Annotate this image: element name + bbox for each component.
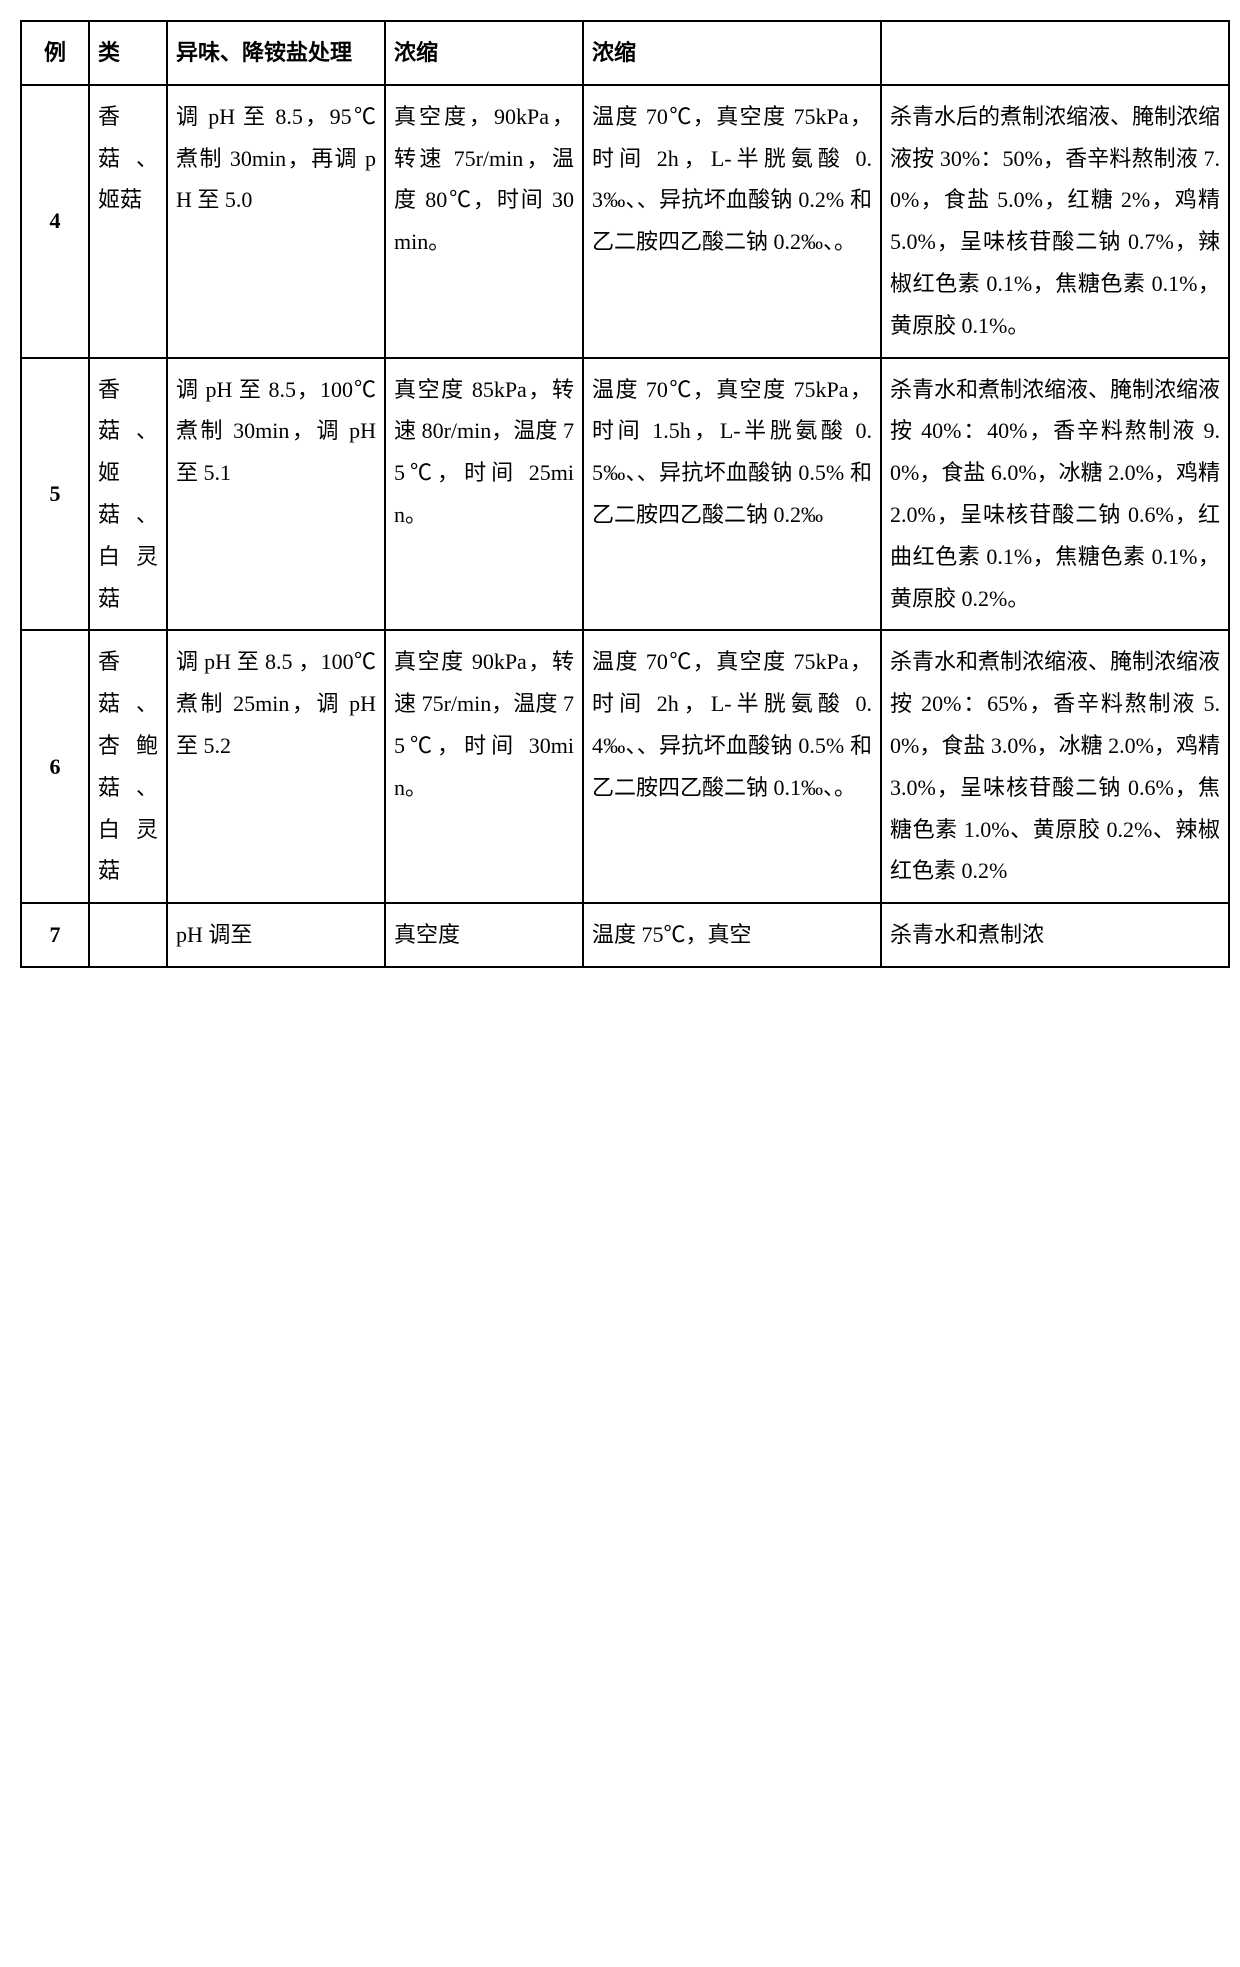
process-parameters-table: 例 类 异味、降铵盐处理 浓缩 浓缩 4 香菇、姬菇 调 pH 至 8.5，95… bbox=[20, 20, 1230, 968]
cell-formulation: 杀青水后的煮制浓缩液、腌制浓缩液按 30%：50%，香辛料熬制液 7.0%，食盐… bbox=[881, 85, 1229, 358]
cell-concentrate-1: 真空度 90kPa，转速 75r/min，温度 75℃，时间 30min。 bbox=[385, 630, 583, 903]
cell-concentrate-1: 真空度 bbox=[385, 903, 583, 967]
header-treatment: 异味、降铵盐处理 bbox=[167, 21, 385, 85]
cell-concentrate-2: 温度 70℃，真空度 75kPa，时间 1.5h，L-半胱氨酸 0.5‰、、异抗… bbox=[583, 358, 881, 631]
cell-example-no: 5 bbox=[21, 358, 89, 631]
header-example: 例 bbox=[21, 21, 89, 85]
table-row: 5 香菇、姬菇、白灵菇 调 pH 至 8.5，100℃煮制 30min，调 pH… bbox=[21, 358, 1229, 631]
cell-formulation: 杀青水和煮制浓缩液、腌制浓缩液按 40%：40%，香辛料熬制液 9.0%，食盐 … bbox=[881, 358, 1229, 631]
cell-mushroom-type bbox=[89, 903, 167, 967]
cell-treatment: 调 pH 至 8.5，100℃煮制 30min，调 pH 至 5.1 bbox=[167, 358, 385, 631]
cell-formulation: 杀青水和煮制浓缩液、腌制浓缩液按 20%：65%，香辛料熬制液 5.0%，食盐 … bbox=[881, 630, 1229, 903]
cell-concentrate-2: 温度 70℃，真空度 75kPa，时间 2h，L-半胱氨酸 0.4‰、、异抗坏血… bbox=[583, 630, 881, 903]
cell-example-no: 6 bbox=[21, 630, 89, 903]
table-row: 7 pH 调至 真空度 温度 75℃，真空 杀青水和煮制浓 bbox=[21, 903, 1229, 967]
cell-formulation: 杀青水和煮制浓 bbox=[881, 903, 1229, 967]
cell-concentrate-1: 真空度 85kPa，转速 80r/min，温度 75℃，时间 25min。 bbox=[385, 358, 583, 631]
cell-treatment: pH 调至 bbox=[167, 903, 385, 967]
cell-treatment: 调 pH 至 8.5 ，100℃煮制 25min，调 pH 至 5.2 bbox=[167, 630, 385, 903]
cell-example-no: 7 bbox=[21, 903, 89, 967]
header-concentrate-2: 浓缩 bbox=[583, 21, 881, 85]
header-concentrate-1: 浓缩 bbox=[385, 21, 583, 85]
cell-concentrate-2: 温度 75℃，真空 bbox=[583, 903, 881, 967]
cell-treatment: 调 pH 至 8.5，95℃煮制 30min，再调 pH 至 5.0 bbox=[167, 85, 385, 358]
header-type: 类 bbox=[89, 21, 167, 85]
cell-concentrate-2: 温度 70℃，真空度 75kPa，时间 2h，L-半胱氨酸 0.3‰、、异抗坏血… bbox=[583, 85, 881, 358]
header-formulation bbox=[881, 21, 1229, 85]
cell-example-no: 4 bbox=[21, 85, 89, 358]
table-row: 6 香菇、杏鲍菇、白灵菇 调 pH 至 8.5 ，100℃煮制 25min，调 … bbox=[21, 630, 1229, 903]
cell-mushroom-type: 香菇、杏鲍菇、白灵菇 bbox=[89, 630, 167, 903]
table-header-row: 例 类 异味、降铵盐处理 浓缩 浓缩 bbox=[21, 21, 1229, 85]
table-row: 4 香菇、姬菇 调 pH 至 8.5，95℃煮制 30min，再调 pH 至 5… bbox=[21, 85, 1229, 358]
cell-mushroom-type: 香菇、姬菇 bbox=[89, 85, 167, 358]
cell-concentrate-1: 真空度，90kPa，转速 75r/min，温度 80℃，时间 30min。 bbox=[385, 85, 583, 358]
cell-mushroom-type: 香菇、姬菇、白灵菇 bbox=[89, 358, 167, 631]
